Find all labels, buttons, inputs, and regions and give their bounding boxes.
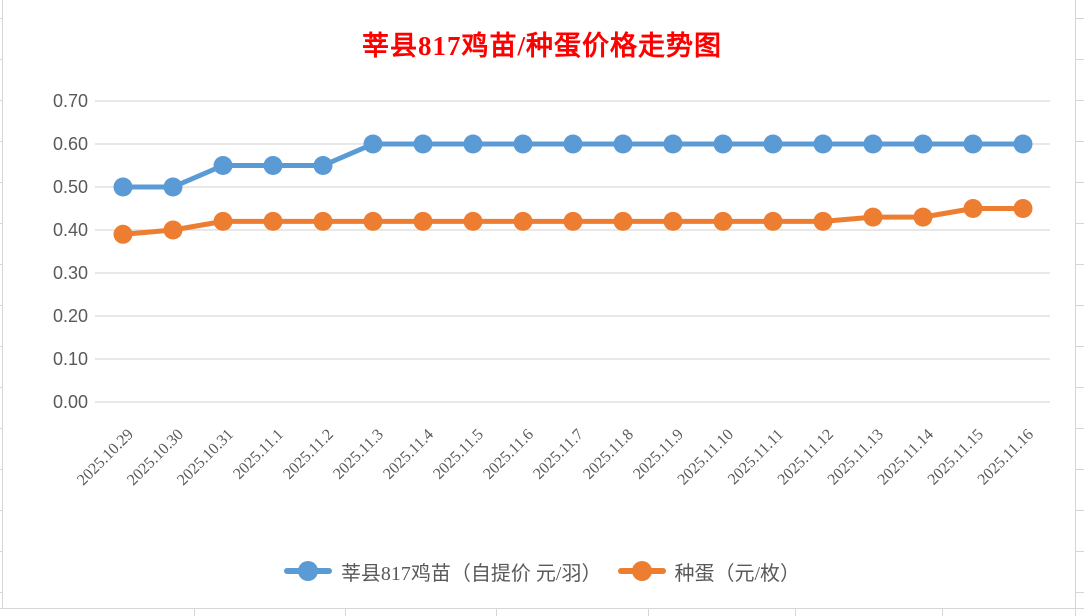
sheet-gridline — [0, 510, 2, 511]
data-point-marker — [163, 220, 183, 240]
legend-line-dot-icon — [283, 561, 332, 581]
chart-title: 莘县817鸡苗/种蛋价格走势图 — [361, 31, 722, 61]
sheet-gridline — [0, 182, 2, 183]
y-tick-label: 0.60 — [52, 134, 88, 154]
data-point-marker — [763, 211, 783, 231]
data-point-marker — [163, 177, 183, 197]
data-point-marker — [863, 134, 883, 154]
data-point-marker — [963, 134, 983, 154]
data-point-marker — [613, 134, 633, 154]
sheet-gridline — [1076, 141, 1084, 142]
sheet-gridline — [345, 609, 346, 616]
data-point-marker — [913, 207, 933, 227]
data-point-marker — [313, 211, 333, 231]
data-point-marker — [813, 134, 833, 154]
data-point-marker — [613, 211, 633, 231]
data-point-marker — [113, 224, 133, 244]
sheet-gridline — [1076, 510, 1084, 511]
sheet-gridline — [0, 100, 2, 101]
legend-label-egg: 种蛋（元/枚） — [674, 562, 801, 585]
sheet-gridline — [0, 469, 2, 470]
data-point-marker — [463, 134, 483, 154]
y-tick-label: 0.00 — [52, 392, 88, 412]
data-point-marker — [413, 211, 433, 231]
sheet-gridline — [0, 264, 2, 265]
sheet-gridline — [1076, 592, 1084, 593]
data-point-marker — [1013, 199, 1033, 218]
data-point-marker — [713, 211, 733, 231]
data-point-marker — [563, 211, 583, 231]
sheet-gridline — [0, 551, 2, 552]
data-point-marker — [413, 134, 433, 154]
sheet-gridline — [2, 0, 3, 608]
legend-item-chicken[interactable]: 莘县817鸡苗（自提价 元/羽） — [283, 557, 602, 586]
data-point-marker — [463, 211, 483, 231]
sheet-gridline — [795, 609, 796, 616]
legend-label-chicken: 莘县817鸡苗（自提价 元/羽） — [340, 562, 602, 585]
sheet-gridline — [648, 609, 649, 616]
sheet-gridline — [1076, 223, 1084, 224]
sheet-gridline — [0, 223, 2, 224]
sheet-gridline — [1076, 18, 1084, 19]
chart-legend: 莘县817鸡苗（自提价 元/羽） 种蛋（元/枚） — [0, 550, 1084, 592]
sheet-gridline — [0, 141, 2, 142]
data-point-marker — [913, 134, 933, 154]
legend-item-egg[interactable]: 种蛋（元/枚） — [617, 557, 801, 586]
sheet-gridline — [1076, 428, 1084, 429]
data-point-marker — [263, 156, 283, 175]
sheet-gridline — [1076, 100, 1084, 101]
data-point-marker — [363, 134, 383, 154]
data-point-marker — [813, 211, 833, 231]
data-point-marker — [1013, 134, 1033, 154]
sheet-gridline — [496, 609, 497, 616]
data-point-marker — [513, 134, 533, 154]
data-point-marker — [363, 211, 383, 231]
data-point-marker — [963, 199, 983, 218]
sheet-gridline — [1076, 346, 1084, 347]
data-point-marker — [113, 177, 133, 197]
sheet-gridline — [0, 346, 2, 347]
sheet-gridline — [1076, 182, 1084, 183]
sheet-gridline — [1076, 59, 1084, 60]
sheet-gridline — [1076, 551, 1084, 552]
y-tick-label: 0.70 — [52, 91, 88, 111]
sheet-gridline — [1076, 469, 1084, 470]
sheet-gridline — [1075, 0, 1076, 616]
sheet-gridline — [0, 59, 2, 60]
data-point-marker — [213, 211, 233, 231]
sheet-gridline — [0, 608, 1084, 609]
y-tick-label: 0.50 — [52, 177, 88, 197]
sheet-gridline — [942, 609, 943, 616]
data-point-marker — [513, 211, 533, 231]
data-point-marker — [663, 134, 683, 154]
sheet-gridline — [1076, 387, 1084, 388]
sheet-gridline — [1076, 264, 1084, 265]
data-point-marker — [213, 156, 233, 175]
y-tick-label: 0.30 — [52, 263, 88, 283]
y-tick-label: 0.10 — [52, 349, 88, 369]
data-point-marker — [263, 211, 283, 231]
sheet-gridline — [1076, 305, 1084, 306]
legend-line-dot-icon — [617, 561, 666, 581]
y-tick-label: 0.40 — [52, 220, 88, 240]
sheet-gridline — [0, 428, 2, 429]
sheet-gridline — [0, 305, 2, 306]
sheet-gridline — [0, 592, 2, 593]
y-tick-label: 0.20 — [52, 306, 88, 326]
data-point-marker — [863, 207, 883, 227]
sheet-gridline — [0, 387, 2, 388]
data-point-marker — [763, 134, 783, 154]
data-point-marker — [663, 211, 683, 231]
data-point-marker — [563, 134, 583, 154]
sheet-gridline — [194, 609, 195, 616]
data-point-marker — [313, 156, 333, 175]
data-point-marker — [713, 134, 733, 154]
sheet-gridline — [0, 18, 2, 19]
